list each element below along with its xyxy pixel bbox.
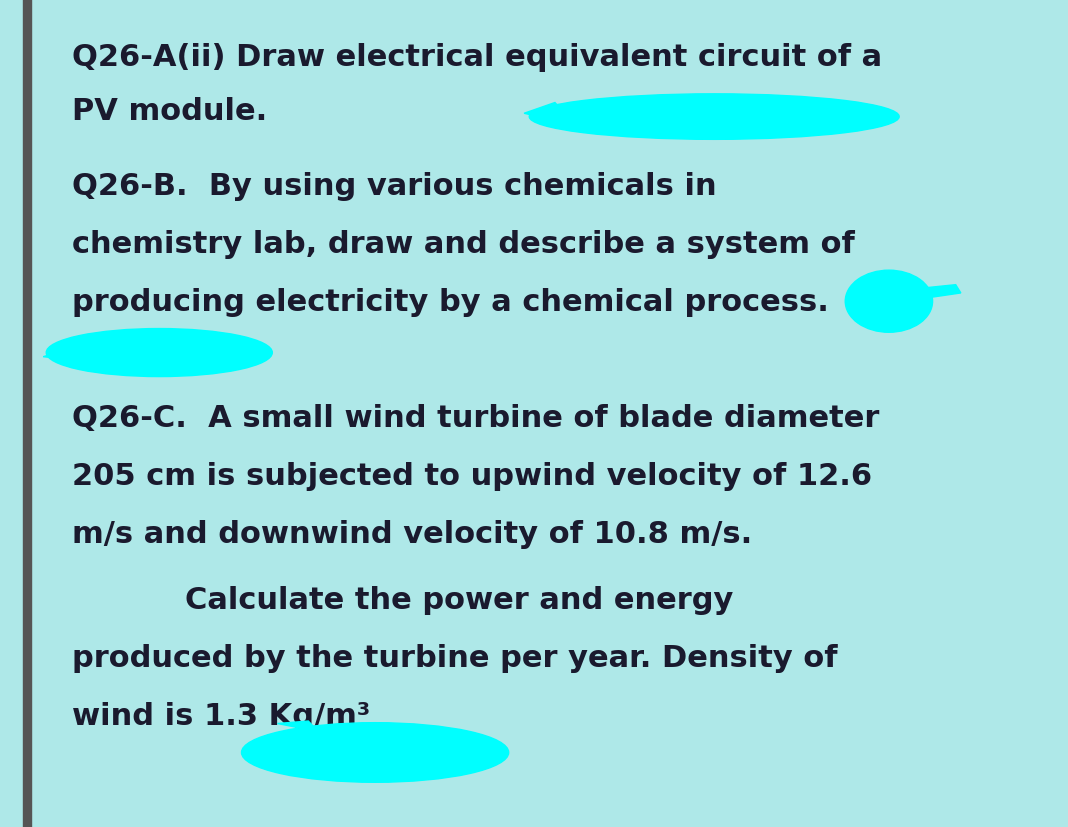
Bar bbox=[22, 0, 31, 827]
Text: wind is 1.3 Kg/m³: wind is 1.3 Kg/m³ bbox=[72, 700, 371, 730]
Text: Q26-B.  By using various chemicals in: Q26-B. By using various chemicals in bbox=[72, 171, 717, 201]
Ellipse shape bbox=[46, 329, 272, 377]
Polygon shape bbox=[524, 103, 576, 126]
Ellipse shape bbox=[845, 271, 932, 332]
Text: produced by the turbine per year. Density of: produced by the turbine per year. Densit… bbox=[72, 643, 837, 672]
Polygon shape bbox=[879, 275, 905, 283]
Polygon shape bbox=[278, 721, 318, 732]
Text: PV module.: PV module. bbox=[72, 97, 267, 127]
Text: Q26-C.  A small wind turbine of blade diameter: Q26-C. A small wind turbine of blade dia… bbox=[72, 403, 879, 433]
Text: Calculate the power and energy: Calculate the power and energy bbox=[185, 585, 734, 614]
Text: Q26-A(ii) Draw electrical equivalent circuit of a: Q26-A(ii) Draw electrical equivalent cir… bbox=[72, 43, 882, 73]
Ellipse shape bbox=[241, 723, 508, 782]
Text: m/s and downwind velocity of 10.8 m/s.: m/s and downwind velocity of 10.8 m/s. bbox=[72, 519, 752, 548]
Polygon shape bbox=[899, 285, 961, 302]
Text: producing electricity by a chemical process.: producing electricity by a chemical proc… bbox=[72, 287, 829, 317]
Ellipse shape bbox=[530, 95, 899, 140]
Text: 205 cm is subjected to upwind velocity of 12.6: 205 cm is subjected to upwind velocity o… bbox=[72, 461, 873, 490]
Polygon shape bbox=[43, 346, 93, 362]
Text: chemistry lab, draw and describe a system of: chemistry lab, draw and describe a syste… bbox=[72, 229, 854, 259]
